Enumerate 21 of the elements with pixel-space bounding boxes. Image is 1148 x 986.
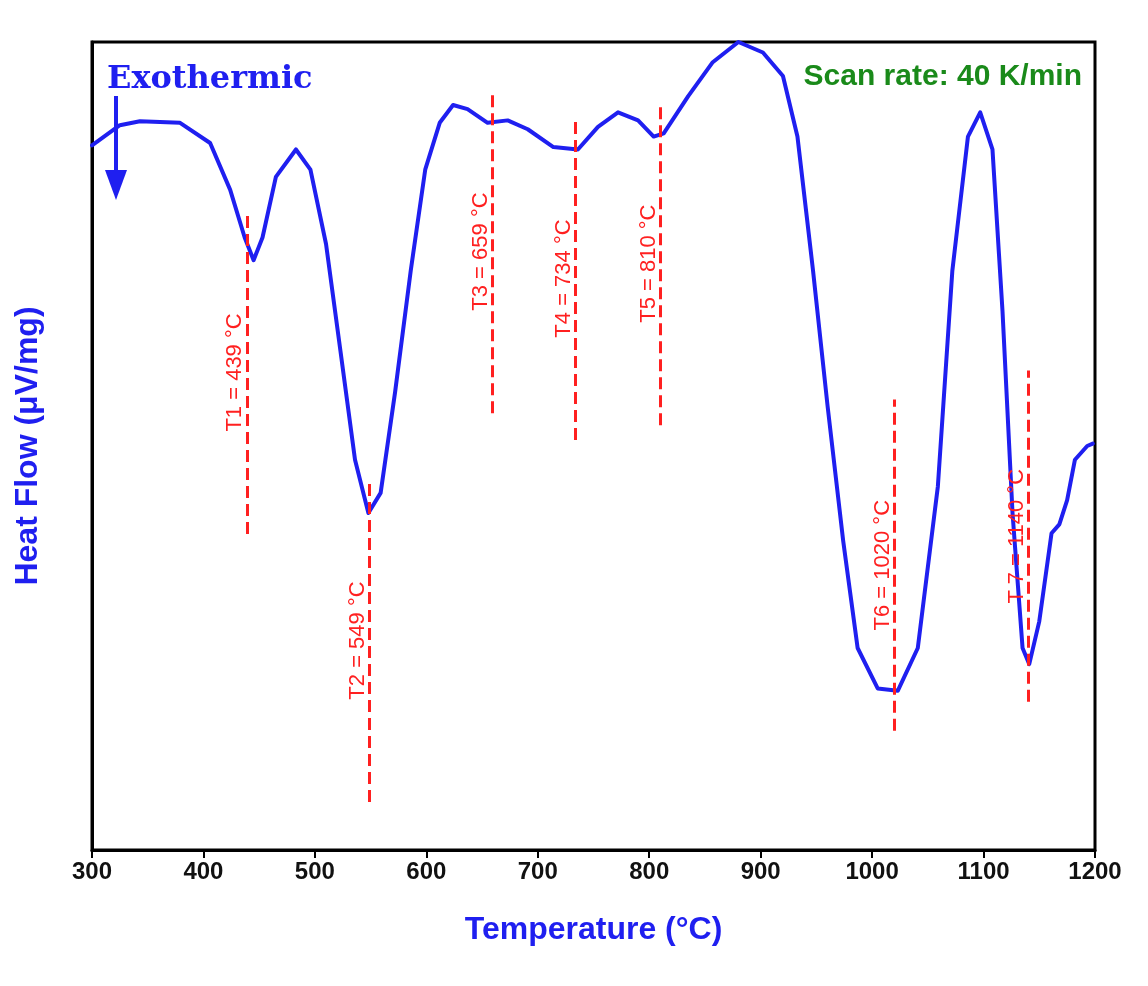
- ref-line-label: T1 = 439 °C: [221, 313, 247, 432]
- x-tick-label: 500: [294, 856, 335, 884]
- ref-line-label: T 7 = 1140 °C: [1002, 468, 1028, 604]
- x-tick-label: 1100: [957, 856, 1010, 884]
- x-axis-title: Temperature (°C): [464, 910, 723, 946]
- x-tick-label: 1200: [1068, 856, 1122, 884]
- x-tick-label: 300: [71, 856, 113, 884]
- x-tick-label: 900: [740, 856, 781, 884]
- ref-line-label: T4 = 734 °C: [550, 219, 576, 338]
- x-tick-label: 400: [183, 856, 224, 884]
- ref-line-label: T3 = 659 °C: [466, 192, 492, 311]
- x-tick-label: 800: [629, 856, 670, 884]
- x-tick-label: 1000: [845, 856, 899, 884]
- annotation: Exothermic: [107, 58, 313, 96]
- x-tick-label: 700: [517, 856, 558, 884]
- y-axis-title: Heat Flow (μV/mg): [8, 306, 44, 586]
- x-tick-label: 600: [406, 856, 447, 884]
- ref-line-label: T2 = 549 °C: [344, 581, 369, 700]
- ref-line-label: T5 = 810 °C: [634, 204, 660, 323]
- annotation: Scan rate: 40 K/min: [803, 58, 1082, 92]
- ref-line-label: T6 = 1020 °C: [868, 499, 894, 631]
